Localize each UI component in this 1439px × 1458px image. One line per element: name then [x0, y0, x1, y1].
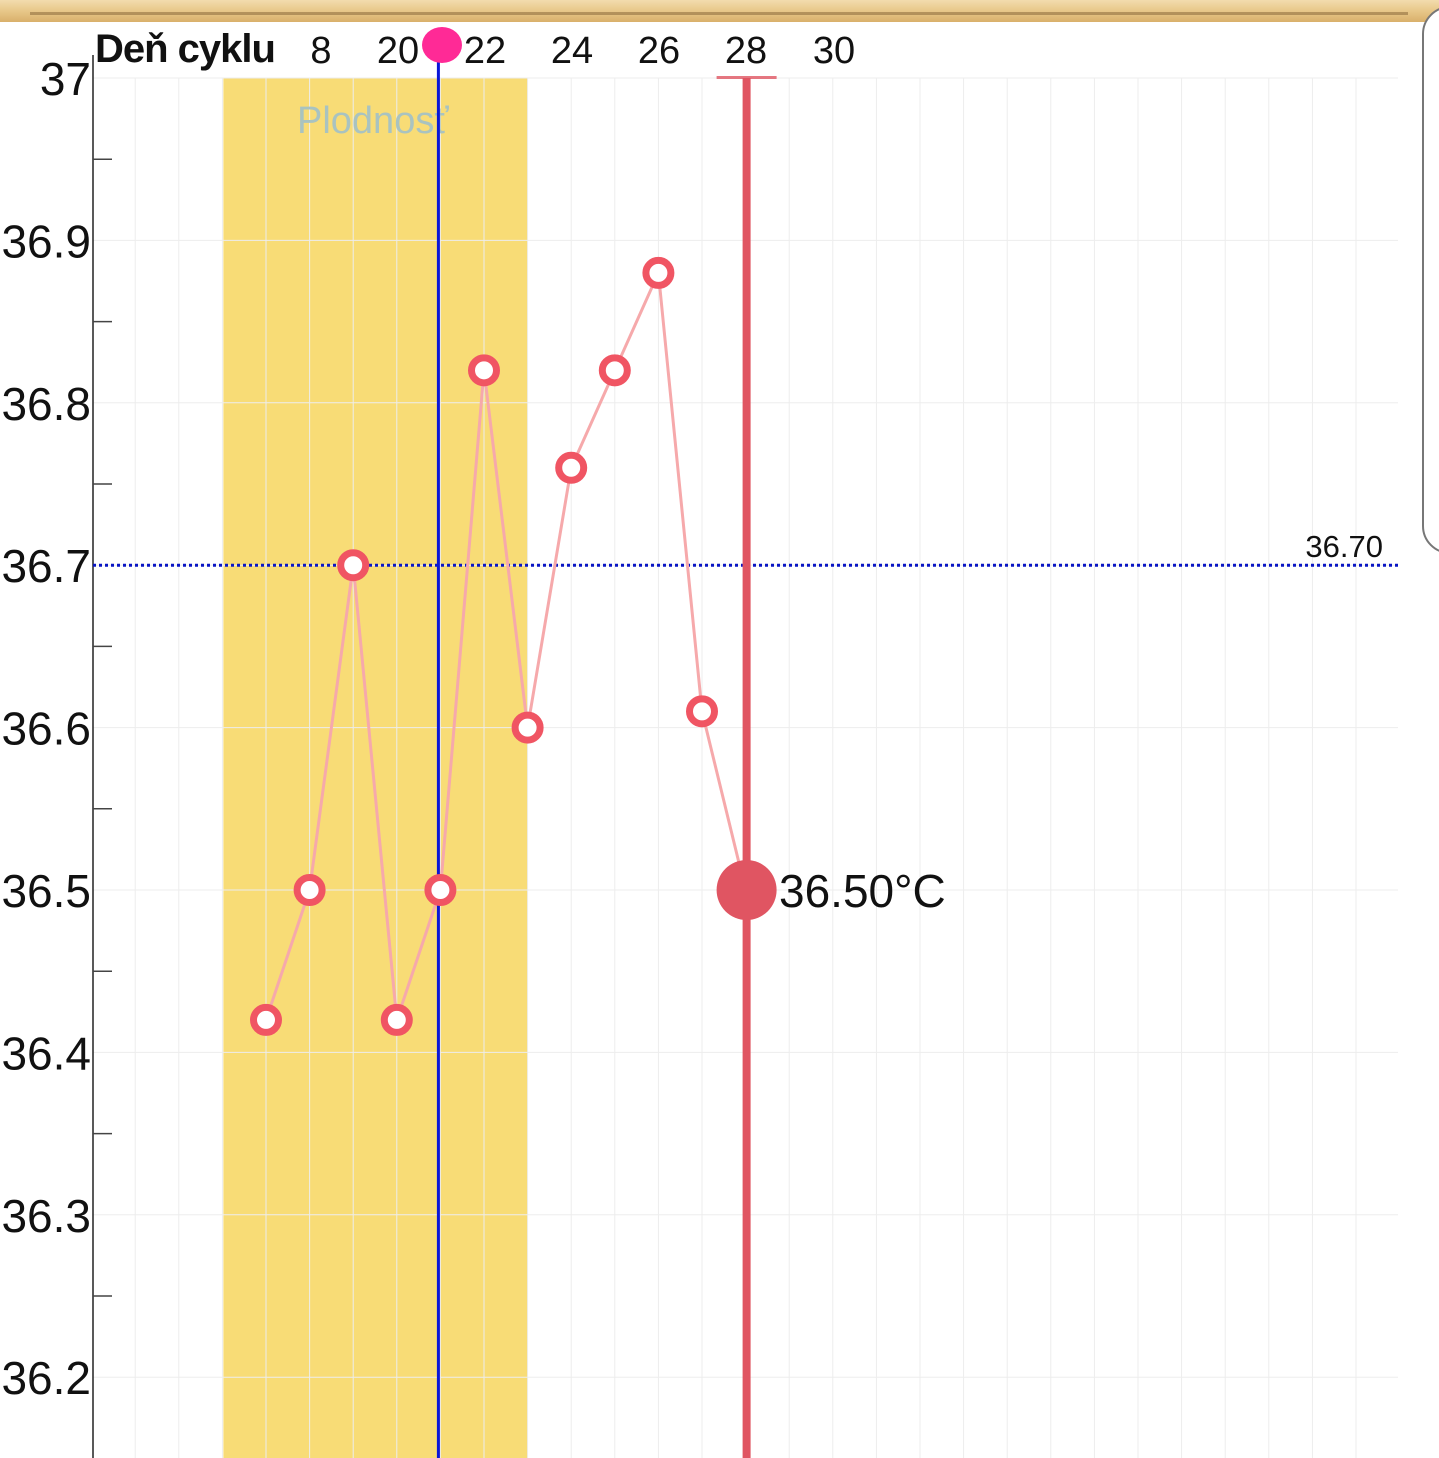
x-tick-label: 30	[813, 30, 855, 72]
x-tick-label: 8	[310, 30, 331, 72]
ovulation-marker-icon[interactable]	[422, 27, 462, 63]
temperature-point[interactable]	[293, 874, 326, 906]
fertile-window-label: Plodnosť	[297, 100, 449, 142]
x-tick-label: 24	[551, 30, 593, 72]
x-tick-label: 26	[638, 30, 680, 72]
coverline-label: 36.70	[1305, 529, 1383, 564]
temperature-point[interactable]	[380, 1003, 413, 1036]
x-tick-label: 20	[377, 30, 419, 72]
y-tick-label: 36.4	[1, 1027, 91, 1079]
y-tick-label: 36.9	[1, 215, 91, 267]
wooden-top-bar-stripe	[30, 12, 1408, 15]
y-tick-label: 36.8	[1, 378, 91, 430]
wooden-top-bar	[0, 0, 1439, 22]
x-tick-label: 22	[464, 30, 506, 72]
temperature-point[interactable]	[424, 874, 457, 906]
y-tick-label: 36.6	[1, 703, 91, 755]
y-axis-minor-ticks	[93, 158, 112, 1297]
temperature-point[interactable]	[250, 1003, 282, 1036]
vertical-gridlines	[134, 78, 1357, 1458]
y-tick-label: 36.5	[1, 865, 91, 917]
x-axis-label: Deň cyklu	[95, 27, 275, 71]
fertile-window-band	[223, 78, 528, 1458]
temperature-point[interactable]	[555, 451, 588, 484]
current-temperature-point[interactable]	[716, 860, 777, 920]
x-tick-label: 28	[725, 30, 767, 72]
y-axis-tick-labels: 37 36.9 36.8 36.7 36.6 36.5 36.4 36.3 36.2	[1, 53, 91, 1404]
current-temperature-label: 36.50°C	[779, 865, 946, 917]
temperature-point[interactable]	[337, 549, 370, 582]
temperature-point[interactable]	[686, 695, 718, 728]
temperature-point[interactable]	[598, 354, 631, 387]
temperature-point[interactable]	[468, 354, 500, 387]
temperature-point[interactable]	[511, 711, 544, 744]
y-tick-label: 36.3	[1, 1190, 91, 1242]
x-axis-tick-labels: 8 20 22 24 26 28 30	[310, 30, 855, 72]
y-tick-label: 37	[40, 53, 91, 105]
temperature-points	[250, 256, 718, 1036]
y-tick-label: 36.7	[1, 540, 91, 592]
current-day-line-cap	[716, 76, 777, 79]
y-tick-label: 36.2	[1, 1352, 91, 1404]
temperature-series-line	[264, 271, 748, 1022]
temperature-point[interactable]	[642, 256, 675, 289]
